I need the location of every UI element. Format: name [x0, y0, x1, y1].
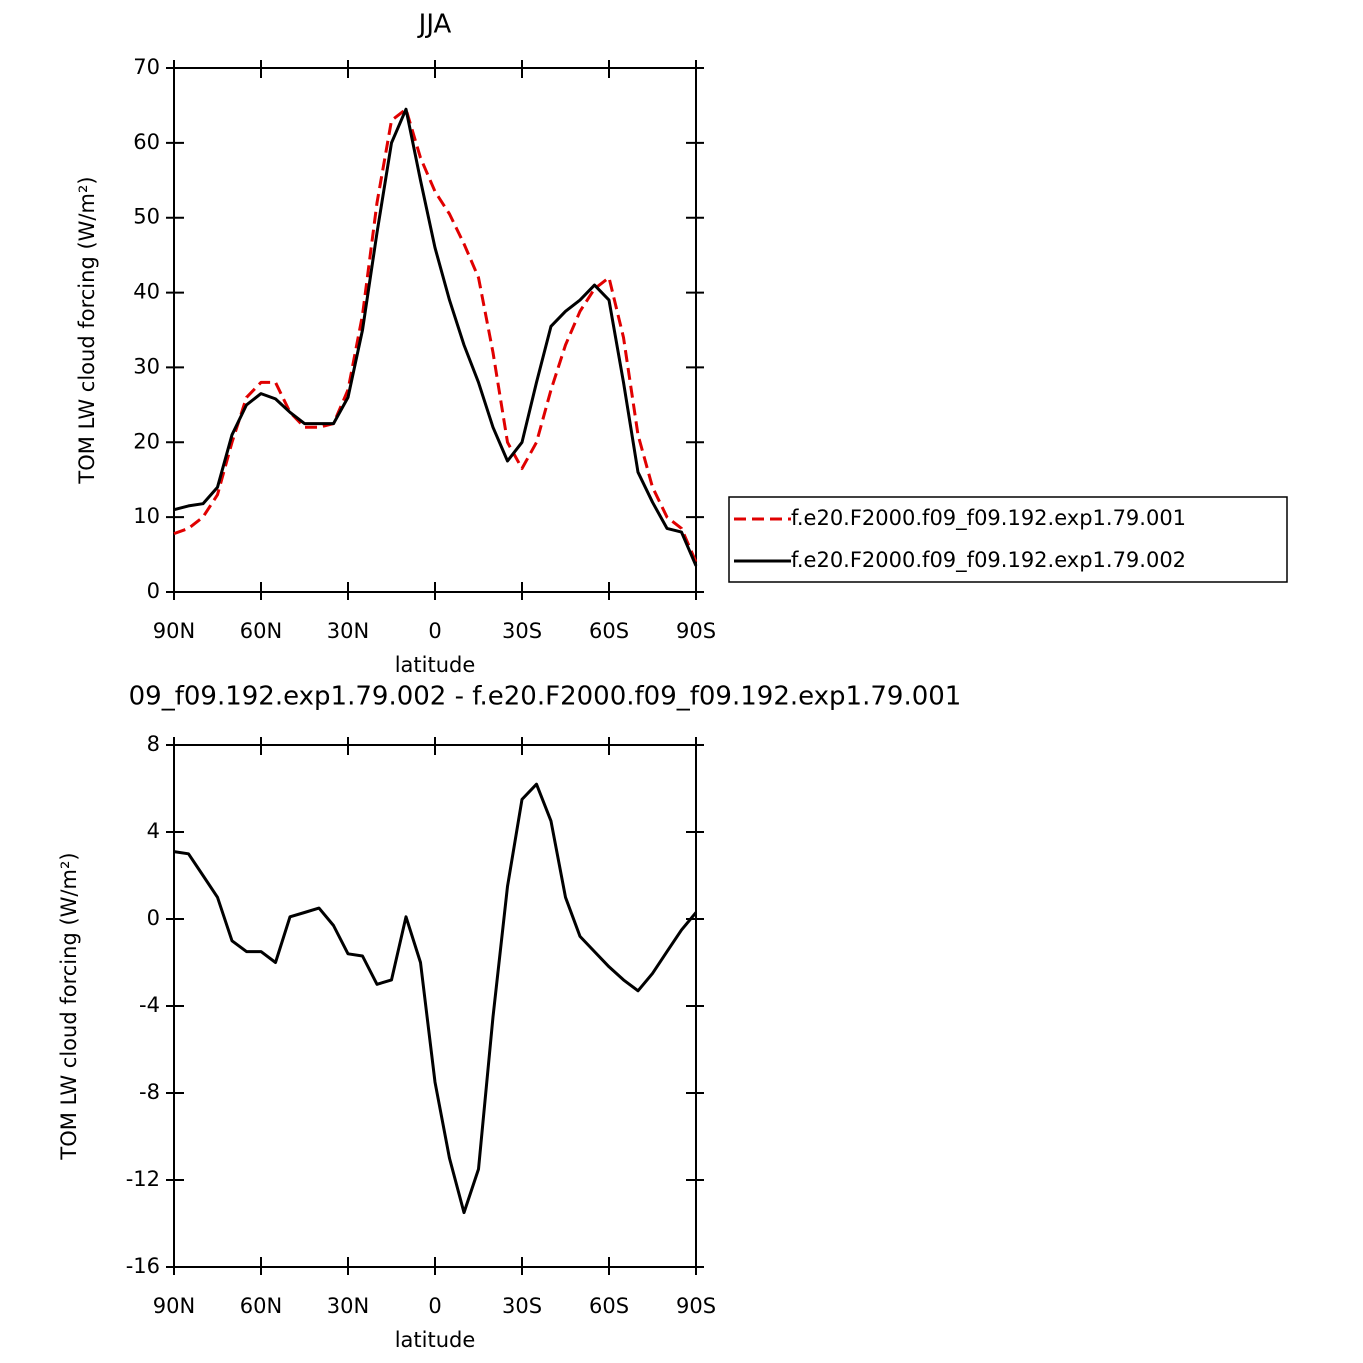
data-line [173, 782, 698, 1215]
y-tick-label: 40 [133, 280, 160, 304]
legend-label: f.e20.F2000.f09_f09.192.exp1.79.002 [791, 548, 1186, 573]
y-tick-label: 0 [147, 579, 160, 603]
y-tick-label: 4 [147, 819, 160, 843]
y-tick-label: 30 [133, 354, 160, 378]
y-tick-label: 70 [133, 55, 160, 79]
y-tick-label: -4 [139, 993, 160, 1017]
y-tick-label: 60 [133, 130, 160, 154]
y-tick-label: 8 [147, 732, 160, 756]
legend-label: f.e20.F2000.f09_f09.192.exp1.79.001 [791, 506, 1186, 531]
chart-title: JJA [417, 10, 452, 40]
y-tick-label: 0 [147, 906, 160, 930]
y-tick-label: -12 [126, 1167, 160, 1191]
x-axis-label: latitude [395, 1328, 476, 1352]
legend-box [728, 496, 1288, 583]
x-tick-label: 60N [240, 1294, 282, 1318]
y-tick-label: 10 [133, 504, 160, 528]
data-line [173, 107, 698, 567]
x-tick-label: 0 [428, 619, 441, 643]
x-tick-label: 90S [676, 619, 716, 643]
data-line [173, 107, 698, 563]
chart-title: 09_f09.192.exp1.79.002 - f.e20.F2000.f09… [129, 682, 962, 712]
y-tick-label: -8 [139, 1080, 160, 1104]
x-tick-label: 30S [502, 1294, 542, 1318]
x-tick-label: 30S [502, 619, 542, 643]
x-tick-label: 60S [589, 619, 629, 643]
y-axis-label: TOM LW cloud forcing (W/m²) [75, 176, 99, 484]
x-tick-label: 60N [240, 619, 282, 643]
x-tick-label: 90S [676, 1294, 716, 1318]
y-tick-label: 50 [133, 205, 160, 229]
x-tick-label: 90N [153, 619, 195, 643]
y-tick-label: 20 [133, 429, 160, 453]
x-axis-label: latitude [395, 653, 476, 677]
x-tick-label: 30N [327, 619, 369, 643]
x-tick-label: 30N [327, 1294, 369, 1318]
plot-frame [173, 744, 697, 1268]
x-tick-label: 0 [428, 1294, 441, 1318]
x-tick-label: 90N [153, 1294, 195, 1318]
y-axis-label: TOM LW cloud forcing (W/m²) [57, 852, 81, 1160]
plot-frame [173, 67, 697, 593]
y-tick-label: -16 [126, 1254, 160, 1278]
x-tick-label: 60S [589, 1294, 629, 1318]
